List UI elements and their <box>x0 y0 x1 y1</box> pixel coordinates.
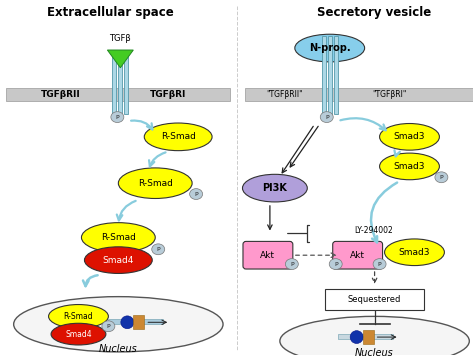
Bar <box>124 50 128 114</box>
Text: P: P <box>156 247 160 252</box>
Bar <box>133 316 144 329</box>
Text: "TGFβRI": "TGFβRI" <box>373 90 407 99</box>
Bar <box>363 330 374 344</box>
Bar <box>328 36 332 114</box>
Ellipse shape <box>280 316 469 359</box>
Text: Akt: Akt <box>260 251 275 260</box>
Text: Extracellular space: Extracellular space <box>47 6 174 19</box>
Ellipse shape <box>84 247 152 274</box>
Ellipse shape <box>111 112 124 122</box>
Text: P: P <box>107 324 110 329</box>
Ellipse shape <box>102 321 115 332</box>
Text: P: P <box>290 262 294 267</box>
Text: TGFβRII: TGFβRII <box>41 90 81 99</box>
Ellipse shape <box>435 172 448 183</box>
Ellipse shape <box>285 259 298 270</box>
Text: Secretory vesicle: Secretory vesicle <box>318 6 432 19</box>
Bar <box>118 50 122 114</box>
FancyBboxPatch shape <box>243 241 293 269</box>
Text: P: P <box>439 175 443 180</box>
Text: Smad3: Smad3 <box>399 248 430 257</box>
Ellipse shape <box>373 259 386 270</box>
Text: R-Smad: R-Smad <box>138 179 173 188</box>
Bar <box>337 334 392 339</box>
Bar <box>334 36 337 114</box>
Text: Smad3: Smad3 <box>394 162 425 171</box>
Ellipse shape <box>329 259 342 270</box>
Bar <box>6 88 230 101</box>
Ellipse shape <box>51 323 106 345</box>
Text: N-prop.: N-prop. <box>309 43 351 53</box>
Ellipse shape <box>82 223 155 252</box>
Ellipse shape <box>144 123 212 151</box>
Text: R-Smad: R-Smad <box>101 233 136 242</box>
Ellipse shape <box>243 174 307 202</box>
Text: R-Smad: R-Smad <box>64 312 93 321</box>
Text: P: P <box>325 115 328 120</box>
Text: LY-294002: LY-294002 <box>355 226 393 235</box>
Ellipse shape <box>190 188 202 200</box>
Text: Akt: Akt <box>350 251 365 260</box>
Bar <box>245 88 474 101</box>
Bar <box>109 320 163 324</box>
Text: TGFβ: TGFβ <box>109 34 131 43</box>
Text: Smad4: Smad4 <box>103 256 134 265</box>
Text: P: P <box>116 115 119 120</box>
Ellipse shape <box>320 112 333 122</box>
Bar <box>322 36 326 114</box>
FancyBboxPatch shape <box>333 241 383 269</box>
Ellipse shape <box>350 331 363 344</box>
Text: "TGFβRII": "TGFβRII" <box>266 90 303 99</box>
Text: Nucleus: Nucleus <box>355 348 394 358</box>
Ellipse shape <box>295 34 365 62</box>
Text: R-Smad: R-Smad <box>161 132 196 141</box>
Ellipse shape <box>118 168 192 199</box>
Ellipse shape <box>380 153 439 180</box>
Text: Smad3: Smad3 <box>394 132 425 141</box>
Bar <box>325 289 424 311</box>
Ellipse shape <box>121 316 134 329</box>
Text: P: P <box>194 192 198 196</box>
Ellipse shape <box>384 239 445 266</box>
Bar <box>112 50 116 114</box>
Polygon shape <box>108 50 133 68</box>
Text: P: P <box>334 262 337 267</box>
Text: P: P <box>378 262 382 267</box>
Text: Sequestered: Sequestered <box>348 295 401 304</box>
Text: Nucleus: Nucleus <box>99 344 138 354</box>
Text: Smad4: Smad4 <box>65 330 92 339</box>
Ellipse shape <box>14 297 223 352</box>
Text: PI3K: PI3K <box>263 183 287 193</box>
Ellipse shape <box>152 244 164 255</box>
Text: TGFβRI: TGFβRI <box>150 90 186 99</box>
Ellipse shape <box>380 123 439 150</box>
Ellipse shape <box>48 304 109 328</box>
